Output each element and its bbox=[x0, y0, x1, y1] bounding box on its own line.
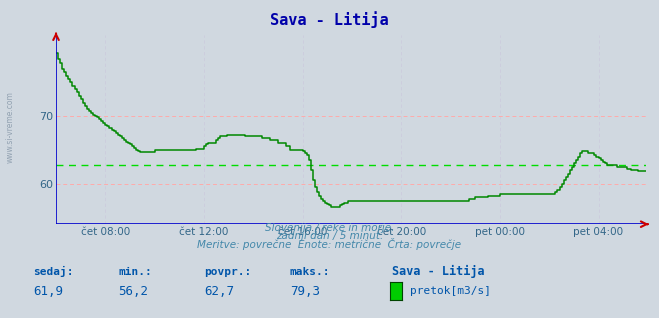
Text: pretok[m3/s]: pretok[m3/s] bbox=[410, 286, 491, 296]
Text: Sava - Litija: Sava - Litija bbox=[270, 11, 389, 28]
Text: Meritve: povrečne  Enote: metrične  Črta: povrečje: Meritve: povrečne Enote: metrične Črta: … bbox=[198, 238, 461, 250]
Text: min.:: min.: bbox=[119, 267, 152, 277]
Text: 56,2: 56,2 bbox=[119, 285, 149, 298]
Text: Sava - Litija: Sava - Litija bbox=[392, 265, 485, 278]
Text: sedaj:: sedaj: bbox=[33, 266, 73, 277]
Text: zadnji dan / 5 minut.: zadnji dan / 5 minut. bbox=[276, 231, 383, 241]
Text: Slovenija / reke in morje.: Slovenija / reke in morje. bbox=[265, 223, 394, 232]
Text: maks.:: maks.: bbox=[290, 267, 330, 277]
Text: 61,9: 61,9 bbox=[33, 285, 63, 298]
Text: www.si-vreme.com: www.si-vreme.com bbox=[5, 91, 14, 163]
Text: 62,7: 62,7 bbox=[204, 285, 235, 298]
Text: povpr.:: povpr.: bbox=[204, 267, 252, 277]
Text: 79,3: 79,3 bbox=[290, 285, 320, 298]
